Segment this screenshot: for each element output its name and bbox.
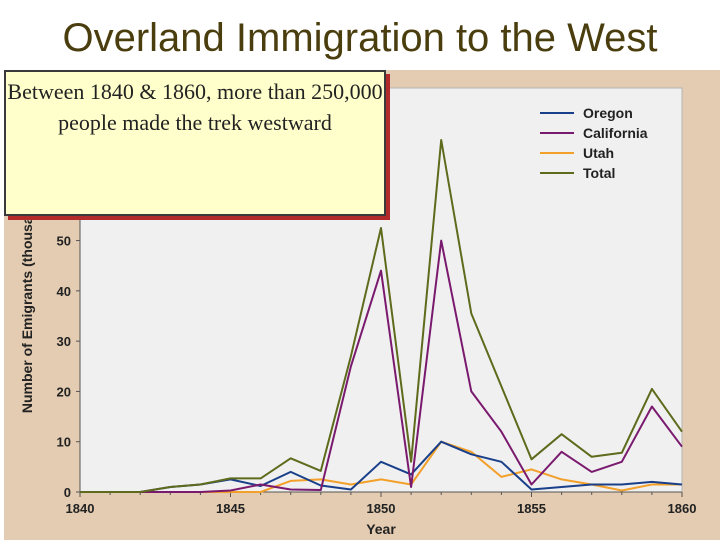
axes: 1840 1845 1850 1855 1860 0 10 20 30 40 50: [57, 88, 697, 516]
x-tick-label: 1850: [367, 501, 396, 516]
y-tick-label: 40: [57, 284, 71, 299]
y-tick-label: 20: [57, 384, 71, 399]
slide-title: Overland Immigration to the West: [62, 16, 658, 60]
y-tick-label: 10: [57, 435, 71, 450]
x-tick-label: 1840: [66, 501, 95, 516]
y-tick-label: 50: [57, 234, 71, 249]
callout-note: Between 1840 & 1860, more than 250,000 p…: [4, 70, 386, 216]
y-tick-label: 30: [57, 334, 71, 349]
y-axis-label: Number of Emigrants (thousands): [19, 187, 35, 413]
x-axis-label: Year: [366, 521, 396, 537]
y-tick-label: 0: [64, 485, 71, 500]
legend: Oregon California Utah Total: [540, 105, 648, 181]
legend-label-california: California: [583, 125, 648, 141]
series-line-california: [80, 239, 683, 493]
x-tick-label: 1860: [668, 501, 697, 516]
series-line-total: [80, 139, 683, 493]
series-lines: [80, 139, 683, 493]
legend-label-total: Total: [583, 165, 615, 181]
x-tick-label: 1855: [517, 501, 546, 516]
x-tick-label: 1845: [216, 501, 245, 516]
legend-label-oregon: Oregon: [583, 105, 633, 121]
legend-label-utah: Utah: [583, 145, 614, 161]
